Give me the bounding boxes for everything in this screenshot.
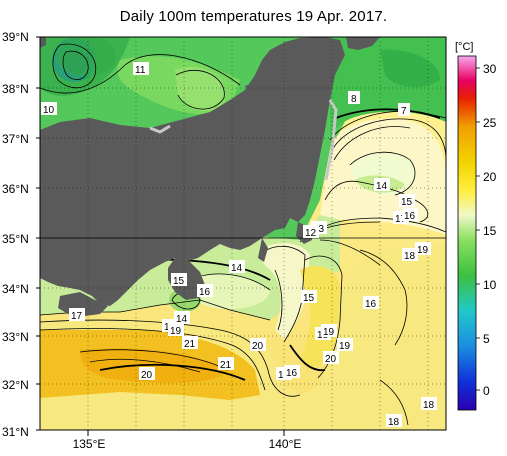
- contour-label: 19: [417, 245, 429, 256]
- colorbar-tick-0: 0: [483, 384, 490, 398]
- colorbar-tick-25: 25: [483, 116, 497, 130]
- contour-labels: 11 10 8 7 14 15 17 16 13 12 19 18 14 15 …: [41, 62, 437, 428]
- lat-label-36: 36°N: [2, 182, 29, 196]
- map-frame: [39, 36, 447, 431]
- contour-label: 19: [170, 326, 182, 337]
- lat-label-34: 34°N: [2, 282, 29, 296]
- colorbar-unit: [°C]: [455, 41, 474, 53]
- contour-label: 19: [323, 327, 335, 338]
- colorbar-tick-30: 30: [483, 62, 497, 76]
- contour-label: 14: [231, 263, 243, 274]
- contour-label: 20: [325, 354, 337, 365]
- axis-ticks: [36, 36, 285, 436]
- lat-label-33: 33°N: [2, 330, 29, 344]
- contour-label: 16: [286, 368, 298, 379]
- lat-label-35: 35°N: [2, 232, 29, 246]
- contour-label: 8: [351, 94, 357, 105]
- contour-label: 19: [339, 341, 351, 352]
- contour-label: 18: [423, 400, 435, 411]
- contour-label: 17: [395, 214, 407, 225]
- contour-label: 16: [199, 287, 211, 298]
- contour-label: 15: [173, 276, 185, 287]
- lon-label-140: 140°E: [268, 437, 302, 451]
- map-title: Daily 100m temperatures 19 Apr. 2017.: [119, 8, 388, 25]
- lat-label-39: 39°N: [2, 30, 29, 44]
- contour-label: 21: [220, 360, 232, 371]
- lat-label-37: 37°N: [2, 132, 29, 146]
- contour-label: 15: [303, 293, 315, 304]
- contour-label: 16: [404, 211, 416, 222]
- lat-label-31: 31°N: [2, 425, 29, 439]
- graticule: [40, 37, 446, 430]
- colorbar-tick-5: 5: [483, 332, 490, 346]
- colorbar-ticks: [476, 67, 480, 391]
- colorbar-tick-20: 20: [483, 170, 497, 184]
- contour-label: 20: [141, 370, 153, 381]
- lat-label-32: 32°N: [2, 378, 29, 392]
- contour-label: 20: [252, 341, 264, 352]
- lat-label-38: 38°N: [2, 82, 29, 96]
- colorbar-tick-10: 10: [483, 278, 497, 292]
- contour-label: 10: [43, 105, 55, 116]
- temperature-field: [40, 37, 446, 430]
- contour-label: 15: [401, 197, 413, 208]
- contour-label: 17: [71, 311, 83, 322]
- contour-label: 7: [401, 106, 407, 117]
- colorbar: [457, 55, 477, 411]
- contour-label: 18: [388, 417, 400, 428]
- lon-label-135: 135°E: [72, 437, 106, 451]
- contour-label: 14: [376, 181, 388, 192]
- contour-label: 14: [176, 314, 188, 325]
- contour-label: 17: [278, 370, 290, 381]
- contour-label: 21: [184, 339, 196, 350]
- contour-label: 11: [135, 65, 146, 76]
- contour-label: 16: [365, 299, 377, 310]
- contour-label: 12: [305, 228, 317, 239]
- contour-label: 18: [404, 251, 416, 262]
- colorbar-tick-15: 15: [483, 224, 497, 238]
